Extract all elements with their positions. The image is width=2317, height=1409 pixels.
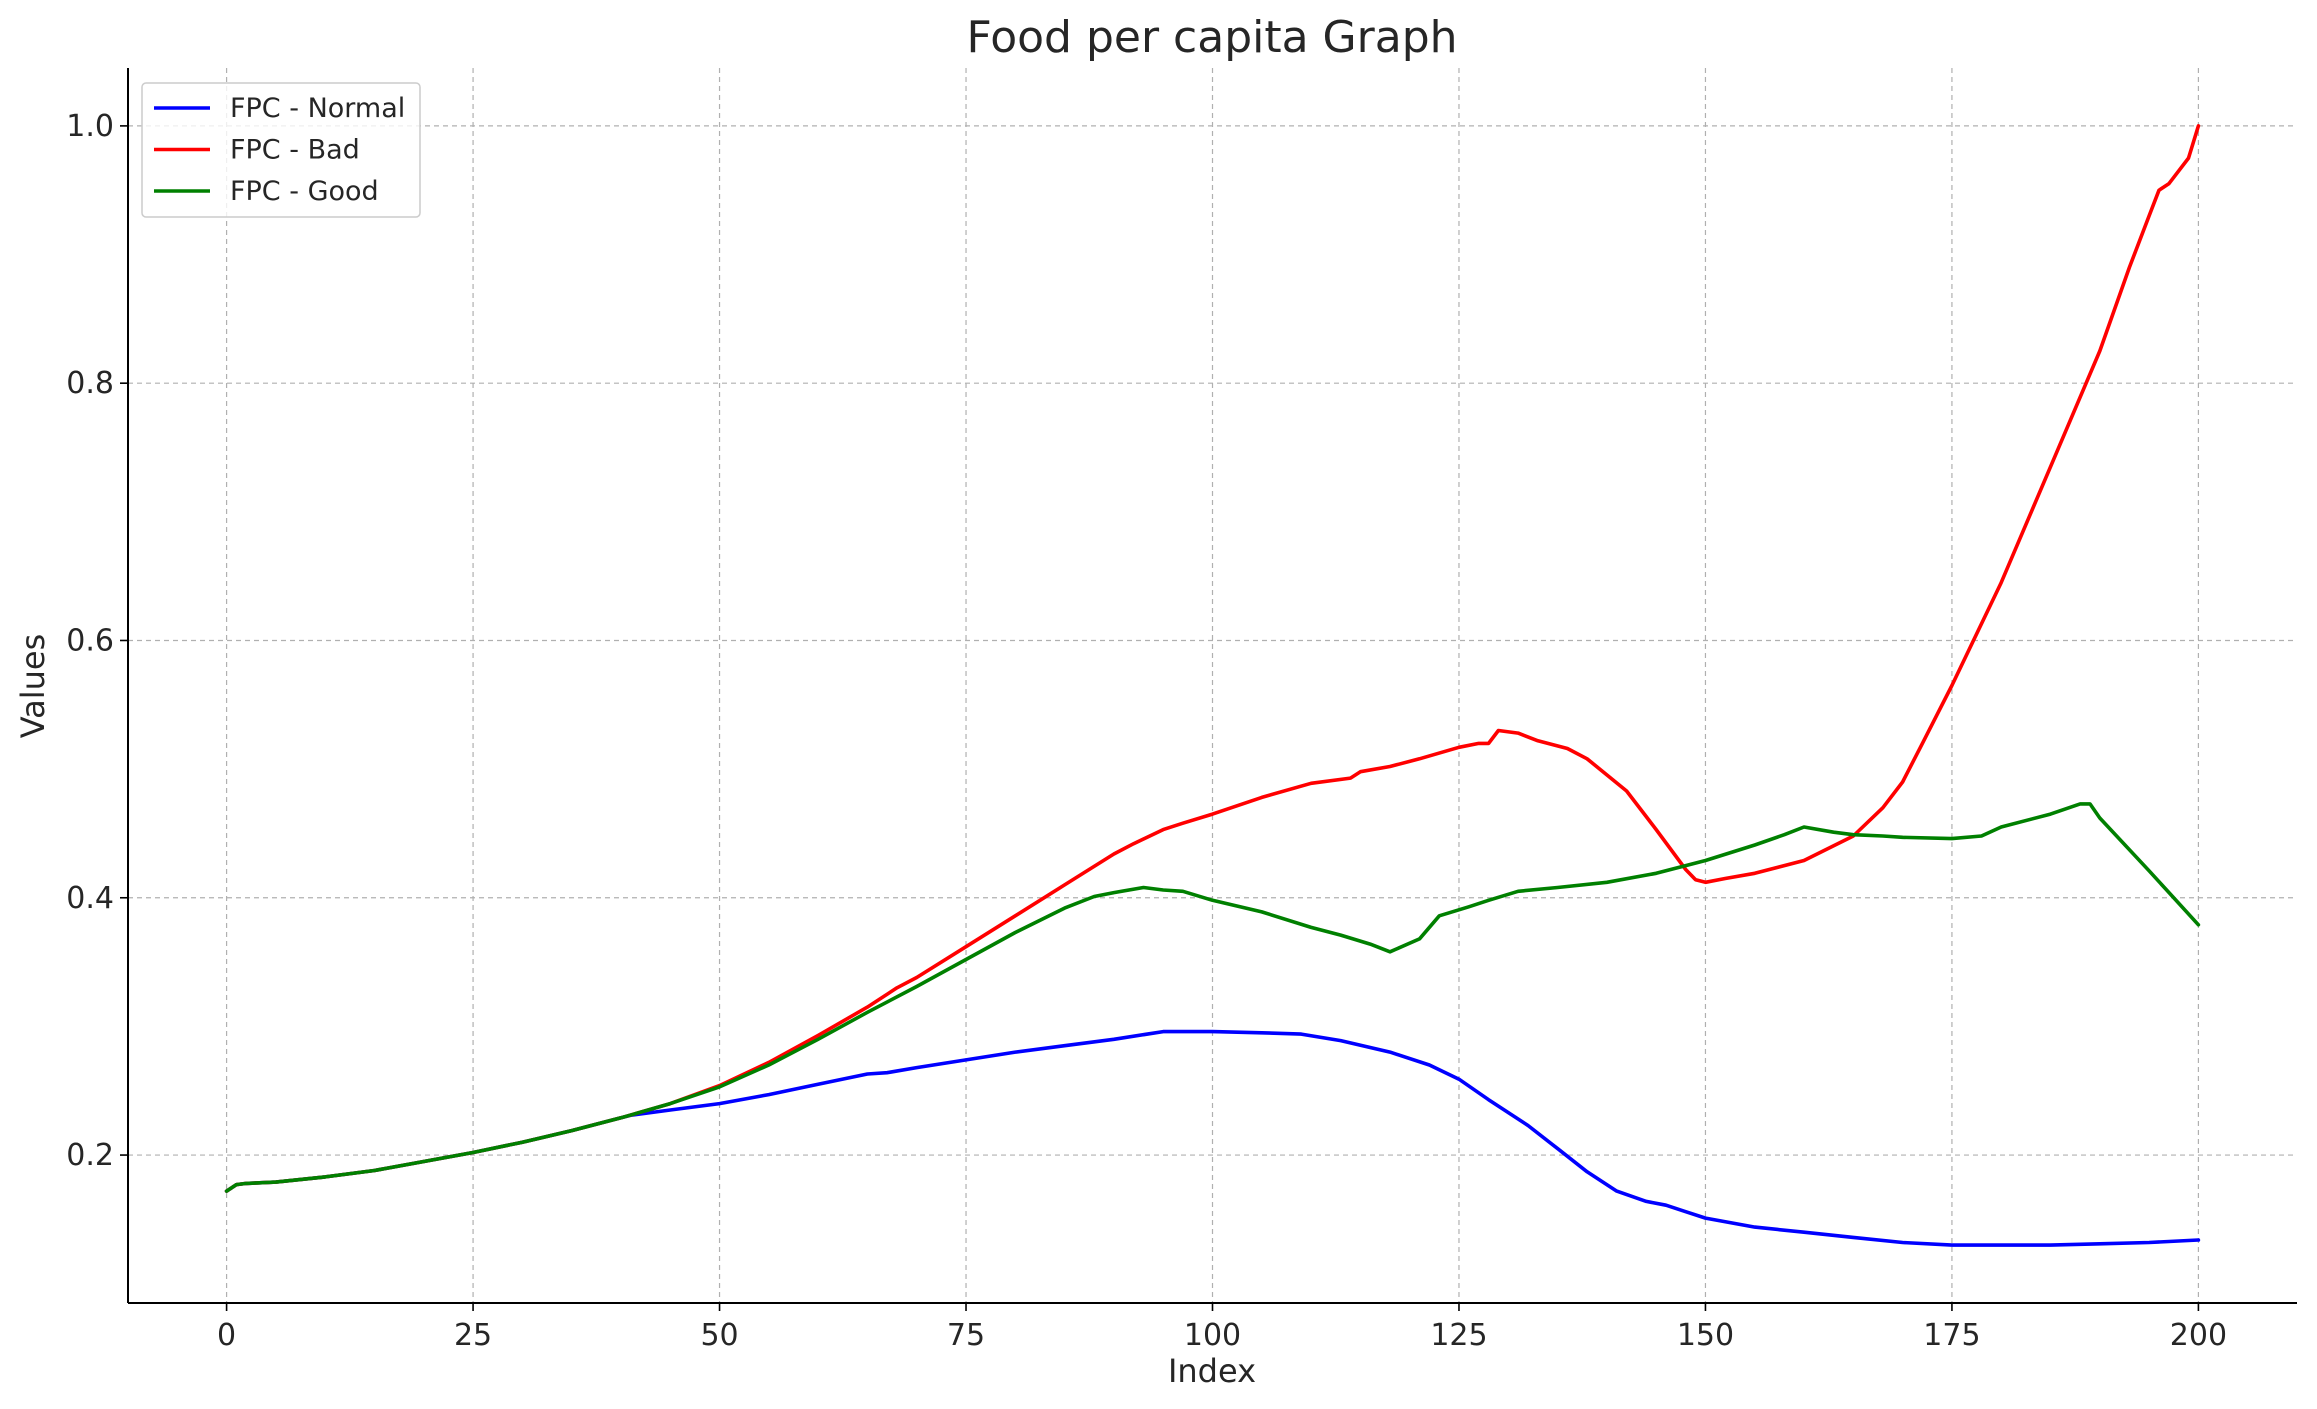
series-line-fpc-good (224, 802, 2201, 1193)
legend-box (141, 82, 421, 218)
x-tick-label: 200 (2170, 1318, 2227, 1353)
x-tick-label: 175 (1923, 1318, 1980, 1353)
y-tick-label: 0.2 (66, 1138, 114, 1173)
y-tick-label: 0.4 (66, 881, 114, 916)
x-tick-label: 125 (1430, 1318, 1487, 1353)
grid (128, 68, 2297, 1303)
y-tick-label: 1.0 (66, 109, 114, 144)
legend-label-fpc-bad: FPC - Bad (230, 135, 360, 166)
x-tick-label: 75 (947, 1318, 985, 1353)
x-tick-label: 0 (217, 1318, 236, 1353)
x-tick-label: 100 (1184, 1318, 1241, 1353)
chart-title: Food per capita Graph (966, 12, 1457, 63)
ticks: 0 25 50 75 100 125 150 175 200 0.2 0.4 0.6 0.8 1.0 (66, 109, 2227, 1353)
legend-label-fpc-normal: FPC - Normal (230, 93, 405, 124)
y-tick-label: 0.6 (66, 623, 114, 658)
legend: FPC - Normal FPC - Bad FPC - Good (141, 82, 421, 218)
x-tick-label: 150 (1677, 1318, 1734, 1353)
series-lines (224, 124, 2201, 1247)
x-tick-label: 25 (454, 1318, 492, 1353)
y-axis-label: Values (14, 634, 52, 739)
y-tick-label: 0.8 (66, 366, 114, 401)
x-tick-label: 50 (700, 1318, 738, 1353)
legend-label-fpc-good: FPC - Good (230, 176, 379, 207)
x-axis-label: Index (1168, 1352, 1256, 1390)
